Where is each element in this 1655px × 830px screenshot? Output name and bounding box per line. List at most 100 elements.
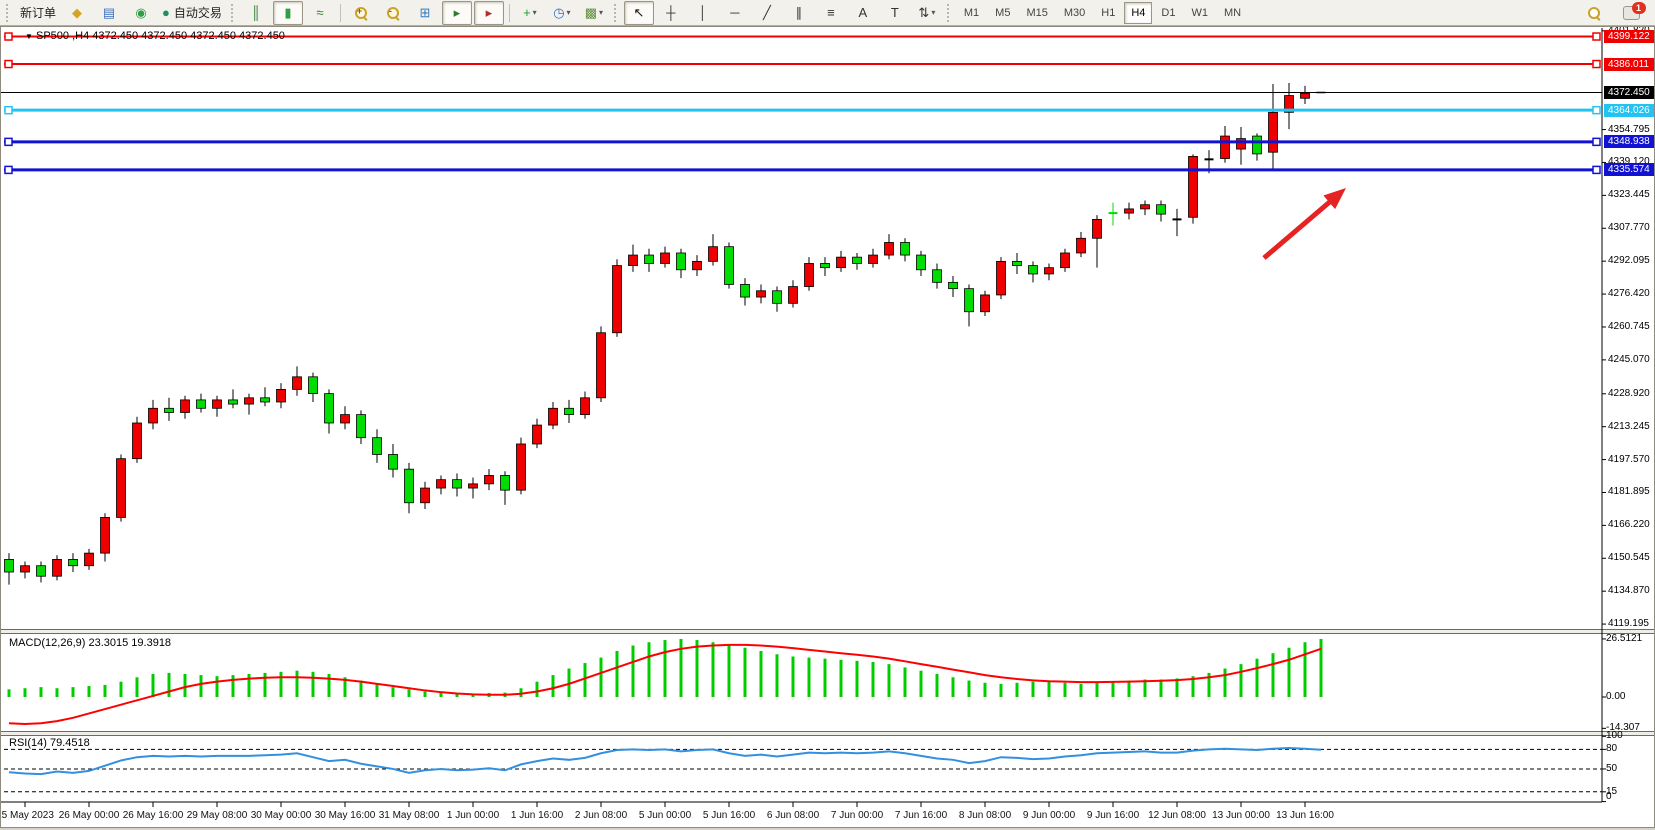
price-axis-tick: 4150.545 bbox=[1608, 552, 1650, 564]
template-icon: ▩ bbox=[584, 5, 598, 20]
connection-signal-icon: ◉ bbox=[135, 5, 147, 20]
trendline-tool-button[interactable]: ╱ bbox=[752, 1, 782, 25]
time-axis-label: 9 Jun 16:00 bbox=[1086, 810, 1140, 821]
template-button[interactable]: ▩ ▾ bbox=[579, 1, 609, 25]
dropdown-caret-icon[interactable]: ▾ bbox=[532, 8, 537, 17]
autotrade-globe-icon: ● bbox=[162, 5, 170, 20]
rsi-axis-tick: 0 bbox=[1606, 791, 1612, 802]
horizontal-line-tool-icon: ─ bbox=[730, 5, 740, 20]
time-axis-label: 1 Jun 00:00 bbox=[446, 810, 500, 821]
time-axis-label: 30 May 00:00 bbox=[250, 810, 312, 821]
new-order-button[interactable]: 新订单 bbox=[16, 1, 60, 25]
time-axis-label: 30 May 16:00 bbox=[314, 810, 376, 821]
time-axis-label: 26 May 16:00 bbox=[122, 810, 184, 821]
timeframe-m15-button[interactable]: M15 bbox=[1026, 6, 1048, 19]
crosshair-tool-button[interactable]: ┼ bbox=[656, 1, 686, 25]
rsi-axis-tick: 100 bbox=[1606, 730, 1623, 742]
chart-window[interactable]: ▼ SP500 ,H4 4372.450 4372.450 4372.450 4… bbox=[0, 26, 1655, 828]
toolbar-separator-2 bbox=[508, 3, 510, 22]
line-chart-button[interactable]: ≈ bbox=[305, 1, 335, 25]
channel-tool-button[interactable]: ∥ bbox=[784, 1, 814, 25]
price-axis-tick: 4134.870 bbox=[1608, 585, 1650, 597]
auto-scroll-button[interactable]: ▸ bbox=[441, 0, 472, 25]
bar-chart-button[interactable]: ║ bbox=[241, 1, 271, 25]
time-axis-label: 6 Jun 08:00 bbox=[766, 810, 820, 821]
data-window-button[interactable]: ▤ bbox=[94, 1, 124, 25]
price-axis-tick: 4181.895 bbox=[1608, 486, 1650, 498]
price-axis-tick: 4245.070 bbox=[1608, 353, 1650, 365]
search-button[interactable] bbox=[1579, 1, 1609, 25]
add-indicator-button[interactable]: + ▾ bbox=[515, 1, 545, 25]
arrows-tool-button[interactable]: ⇅ ▾ bbox=[912, 1, 942, 25]
toolbar: 新订单 ◆ ▤ ◉ ● 自动交易 ║ ▮ ≈ + - ⊞ ▸ ▸ + ▾ ◷ ▾ ▩ ▾ ↖ ┼ │ ─ ╱ ∥… bbox=[0, 0, 1655, 26]
tile-windows-button[interactable]: ⊞ bbox=[410, 1, 440, 25]
time-axis-label: 2 Jun 08:00 bbox=[574, 810, 628, 821]
timeframe-m1-button[interactable]: M1 bbox=[963, 6, 980, 19]
periods-clock-button[interactable]: ◷ ▾ bbox=[547, 1, 577, 25]
channel-tool-icon: ∥ bbox=[795, 5, 803, 20]
time-axis-label: 5 Jun 16:00 bbox=[702, 810, 756, 821]
time-axis-label: 12 Jun 08:00 bbox=[1148, 810, 1206, 821]
cursor-tool-button[interactable]: ↖ bbox=[623, 0, 654, 25]
time-axis-label: 25 May 2023 bbox=[0, 810, 54, 821]
vertical-line-tool-button[interactable]: │ bbox=[688, 1, 718, 25]
text-tool-button[interactable]: A bbox=[848, 1, 878, 25]
price-axis-tick: 4260.745 bbox=[1608, 320, 1650, 332]
tile-windows-icon: ⊞ bbox=[419, 5, 431, 20]
price-axis-tick: 4119.195 bbox=[1608, 618, 1649, 630]
market-watch-button[interactable]: ◆ bbox=[62, 1, 92, 25]
autotrade-button[interactable]: ● 自动交易 bbox=[158, 1, 226, 25]
zoom-in-button[interactable]: + bbox=[346, 1, 376, 25]
time-axis-label: 9 Jun 00:00 bbox=[1022, 810, 1076, 821]
autotrade-label: 自动交易 bbox=[173, 6, 222, 20]
zoom-out-button[interactable]: - bbox=[378, 1, 408, 25]
time-axis-label: 5 Jun 00:00 bbox=[638, 810, 692, 821]
notification-badge: 1 bbox=[1631, 1, 1646, 14]
price-axis-tick: 4339.120 bbox=[1608, 156, 1650, 168]
arrows-tool-icon: ⇅ bbox=[918, 5, 930, 20]
chart-title-bar: ▼ SP500 ,H4 4372.450 4372.450 4372.450 4… bbox=[25, 30, 285, 42]
text-tool-icon: A bbox=[858, 5, 868, 20]
macd-axis-tick: 26.5121 bbox=[1606, 632, 1643, 644]
timeframe-d1-button[interactable]: D1 bbox=[1161, 6, 1176, 19]
dropdown-caret-icon[interactable]: ▾ bbox=[599, 8, 604, 17]
price-axis-tick: 4213.245 bbox=[1608, 420, 1650, 432]
time-axis-label: 31 May 08:00 bbox=[378, 810, 440, 821]
chart-canvas[interactable] bbox=[1, 27, 1654, 827]
dropdown-caret-icon[interactable]: ▾ bbox=[566, 8, 571, 17]
price-level-label: 4399.122 bbox=[1604, 30, 1654, 43]
time-axis-label: 7 Jun 00:00 bbox=[830, 810, 884, 821]
connection-signal-button[interactable]: ◉ bbox=[126, 1, 156, 25]
search-icon bbox=[1588, 6, 1601, 21]
notifications-button[interactable]: 1 bbox=[1616, 1, 1646, 25]
fibonacci-tool-button[interactable]: ≡ bbox=[816, 1, 846, 25]
market-watch-icon: ◆ bbox=[72, 5, 83, 20]
timeframe-mn-button[interactable]: MN bbox=[1223, 6, 1242, 19]
price-level-label: 4348.938 bbox=[1604, 135, 1654, 149]
chart-shift-button[interactable]: ▸ bbox=[473, 0, 504, 25]
timeframe-h1-button[interactable]: H1 bbox=[1101, 6, 1116, 19]
timeframe-w1-button[interactable]: W1 bbox=[1191, 6, 1208, 19]
rsi-axis-tick: 50 bbox=[1606, 762, 1618, 774]
price-axis-tick: 4354.795 bbox=[1608, 123, 1650, 135]
price-axis-tick: 4292.095 bbox=[1608, 255, 1650, 267]
timeframe-m5-button[interactable]: M5 bbox=[995, 6, 1011, 19]
zoom-out-icon: - bbox=[386, 6, 400, 21]
toolbar-grip-2 bbox=[230, 3, 236, 22]
horizontal-line-tool-button[interactable]: ─ bbox=[720, 1, 750, 25]
add-indicator-icon: + bbox=[523, 5, 531, 20]
label-tool-button[interactable]: T bbox=[880, 1, 910, 25]
chart-collapse-icon[interactable]: ▼ bbox=[25, 32, 33, 41]
chart-shift-icon: ▸ bbox=[485, 5, 493, 20]
dropdown-caret-icon[interactable]: ▾ bbox=[931, 8, 936, 17]
macd-indicator-label: MACD(12,26,9) 23.3015 19.3918 bbox=[9, 637, 172, 649]
timeframe-m30-button[interactable]: M30 bbox=[1063, 6, 1086, 19]
price-axis-tick: 4166.220 bbox=[1608, 519, 1650, 531]
candlestick-chart-button[interactable]: ▮ bbox=[272, 0, 303, 25]
auto-scroll-icon: ▸ bbox=[453, 5, 461, 20]
price-axis-tick: 4323.445 bbox=[1608, 189, 1650, 201]
timeframe-h4-button[interactable]: H4 bbox=[1124, 1, 1153, 24]
time-axis-label: 1 Jun 16:00 bbox=[510, 810, 564, 821]
macd-axis-tick: 0.00 bbox=[1606, 691, 1626, 702]
toolbar-grip-4 bbox=[946, 3, 952, 22]
